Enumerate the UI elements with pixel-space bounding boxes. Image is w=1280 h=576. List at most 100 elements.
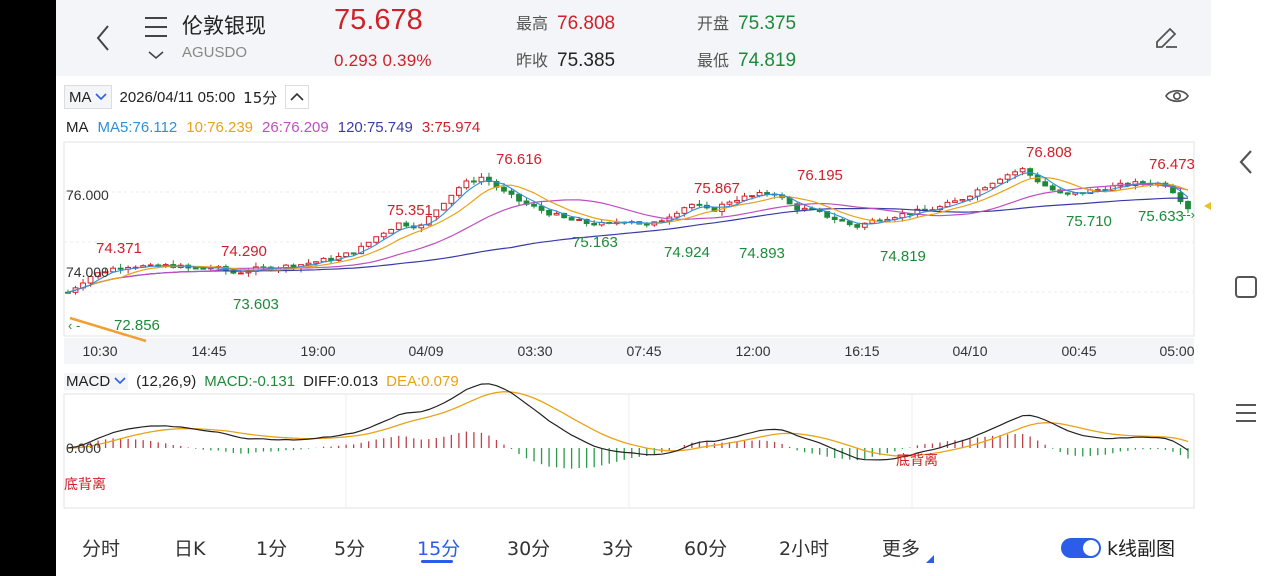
price-annotation: 75.351 xyxy=(387,202,433,219)
price-annotation: 76.195 xyxy=(797,167,843,184)
visibility-button[interactable] xyxy=(1164,85,1190,107)
subchart-toggle[interactable]: k线副图 xyxy=(1061,534,1175,561)
candle-body xyxy=(358,245,365,255)
candle-body xyxy=(1049,185,1056,191)
price-annotation: 72.856 xyxy=(114,317,160,334)
tab-30min[interactable]: 30分 xyxy=(507,538,551,560)
candle-body xyxy=(463,180,470,189)
corner-triangle-icon xyxy=(926,555,935,563)
price-change: 0.293 0.39% xyxy=(334,51,432,71)
candle-body xyxy=(395,222,402,230)
ma5-value: MA5:76.112 xyxy=(97,119,178,136)
tab-2hour[interactable]: 2小时 xyxy=(779,538,830,560)
tab-daily[interactable]: 日K xyxy=(174,538,206,560)
android-nav-bar xyxy=(1211,0,1280,576)
candle-body xyxy=(794,203,801,211)
candle-body xyxy=(110,267,117,273)
x-tick-label: 07:45 xyxy=(626,343,661,359)
tab-3min[interactable]: 3分 xyxy=(602,538,634,560)
candle-body xyxy=(1027,168,1034,176)
tab-15min[interactable]: 15分 xyxy=(417,538,461,560)
x-axis-strip xyxy=(64,338,1194,364)
candle-body xyxy=(553,212,560,216)
nav-recents-button[interactable] xyxy=(1231,398,1261,428)
subchart-toggle-label: k线副图 xyxy=(1107,538,1176,560)
candle-body xyxy=(433,209,440,218)
low-value: 74.819 xyxy=(738,50,797,71)
ma26-value: 26:76.209 xyxy=(262,119,329,136)
candle-body xyxy=(989,182,996,189)
macd-select[interactable]: MACD xyxy=(64,372,129,390)
toggle-switch[interactable] xyxy=(1061,537,1101,558)
open-value: 75.375 xyxy=(738,13,797,34)
menu-icon xyxy=(145,17,167,60)
nav-home-button[interactable] xyxy=(1231,272,1261,302)
candle-body xyxy=(1042,181,1049,187)
y-tick-label: 74.000 xyxy=(66,264,109,280)
macd-label: MACD xyxy=(66,372,111,390)
candle-body xyxy=(471,180,477,183)
candle-body xyxy=(688,203,695,209)
diff-value: DIFF:0.013 xyxy=(303,372,379,390)
x-tick-label: 14:45 xyxy=(191,343,226,359)
back-button[interactable] xyxy=(92,22,114,54)
macd-legend: MACD (12,26,9) MACD:-0.131 DIFF:0.013 DE… xyxy=(64,370,459,392)
pencil-icon xyxy=(1156,27,1177,48)
divergence-label: 底背离 xyxy=(896,452,938,469)
candle-body xyxy=(944,201,951,208)
macd-value: MACD:-0.131 xyxy=(204,372,296,390)
last-price: 75.678 xyxy=(334,4,423,36)
indicator-select[interactable]: MA xyxy=(64,85,112,109)
last-price-marker xyxy=(1204,202,1211,210)
open-stat: 开盘 75.375 xyxy=(697,10,796,35)
candle-body xyxy=(861,222,868,228)
x-tick-label: 00:45 xyxy=(1061,343,1096,359)
candle-body xyxy=(749,195,755,198)
price-annotation: 74.290 xyxy=(221,243,267,260)
candle-body xyxy=(343,252,350,257)
nav-recents-icon xyxy=(1236,404,1256,422)
candle-body xyxy=(591,222,598,226)
chevron-up-icon xyxy=(290,92,304,101)
candle-body xyxy=(95,272,101,278)
nav-back-button[interactable] xyxy=(1231,147,1261,177)
candle-body xyxy=(87,276,94,284)
macd-params: (12,26,9) xyxy=(136,372,197,390)
candle-body xyxy=(1004,174,1011,180)
candle-body xyxy=(117,267,124,270)
chevron-left-icon xyxy=(96,25,109,51)
tab-1min[interactable]: 1分 xyxy=(256,538,288,560)
price-annotation: 75.163 xyxy=(572,234,618,251)
x-tick-label: 16:15 xyxy=(844,343,879,359)
collapse-button[interactable] xyxy=(285,85,310,109)
candle-body xyxy=(102,271,109,274)
y-tick-label: 76.000 xyxy=(66,187,109,203)
tab-more[interactable]: 更多 xyxy=(882,534,935,563)
ma10-value: 10:76.239 xyxy=(186,119,254,136)
eye-icon xyxy=(1165,89,1189,103)
edit-button[interactable] xyxy=(1152,24,1180,52)
low-arrow: --› xyxy=(1182,207,1195,222)
candle-body xyxy=(425,216,432,226)
price-annotation: 76.473 xyxy=(1149,156,1195,173)
tab-more-label: 更多 xyxy=(882,538,921,560)
period-tabs: 分时 日K 1分 5分 15分 30分 3分 60分 2小时 更多 k线副图 xyxy=(56,526,1211,568)
candle-body xyxy=(538,205,545,211)
dea-value: DEA:0.079 xyxy=(386,372,459,390)
price-annotation: 74.819 xyxy=(880,248,926,265)
menu-button[interactable] xyxy=(142,14,170,66)
candle-body xyxy=(1064,192,1071,195)
ma26-line xyxy=(67,183,1189,293)
price-annotation: 75.633 xyxy=(1138,208,1184,225)
price-annotation: 73.603 xyxy=(233,296,279,313)
price-annotation: 76.808 xyxy=(1026,144,1072,161)
ma120-value: 120:75.749 xyxy=(337,119,413,136)
price-chart[interactable]: 76.000 74.000 10:30 14:45 19:00 04/09 03:30 07:… xyxy=(56,136,1211,526)
prev-close-value: 75.385 xyxy=(557,50,616,71)
tab-5min[interactable]: 5分 xyxy=(334,538,366,560)
x-tick-label: 03:30 xyxy=(517,343,552,359)
price-annotation: 74.924 xyxy=(664,244,710,261)
candle-body xyxy=(854,224,861,228)
tab-fenshi[interactable]: 分时 xyxy=(82,538,121,560)
tab-60min[interactable]: 60分 xyxy=(684,538,728,560)
